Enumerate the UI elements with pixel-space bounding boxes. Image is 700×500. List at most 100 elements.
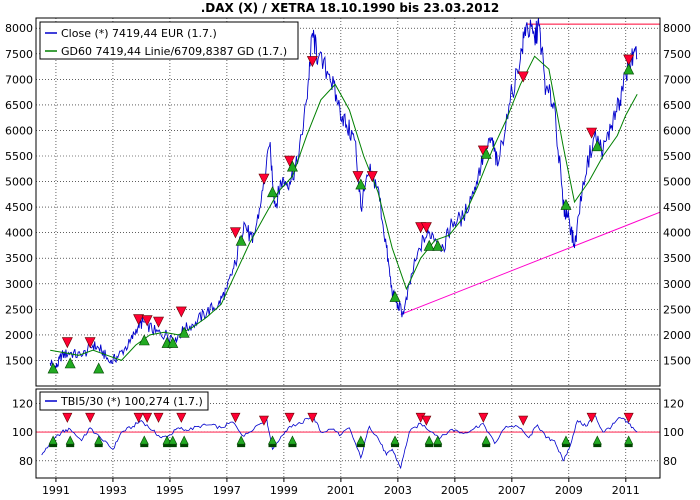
buy-signal-marker	[623, 63, 635, 75]
legend-label-close: Close (*) 7419,44 EUR (1.7.)	[61, 27, 217, 40]
main-legend-box	[39, 21, 299, 60]
indicator-sell-marker	[176, 412, 187, 423]
indicator-sell-marker	[307, 412, 318, 423]
indicator-buy-marker-base	[593, 444, 602, 448]
main-y-tick-label-right: 8000	[663, 22, 691, 35]
x-tick-label: 2005	[441, 484, 469, 497]
main-y-tick-label-left: 2500	[5, 303, 33, 316]
x-axis: 1991 1993 1995 1997 1999 2001 2003 2005 2007 2009…	[42, 478, 640, 497]
sell-signal-marker	[229, 227, 241, 239]
indicator-buy-marker-base	[561, 444, 570, 448]
indicator-buy-marker-base	[288, 444, 297, 448]
main-legend: Close (*) 7419,44 EUR (1.7.) GD60 7419,4…	[39, 21, 299, 60]
indicator-y-tick-label-right: 100	[663, 426, 684, 439]
indicator-y-tick-label-right: 120	[663, 397, 684, 410]
x-tick-label: 1997	[213, 484, 241, 497]
main-y-tick-label-left: 5000	[5, 176, 33, 189]
sell-signal-marker	[153, 316, 165, 328]
main-panel-frame	[35, 17, 661, 387]
buy-signal-marker	[591, 140, 603, 152]
indicator-y-tick-label-right: 80	[663, 455, 677, 468]
indicator-sell-marker	[258, 415, 269, 426]
main-y-tick-label-left: 4500	[5, 201, 33, 214]
indicator-buy-marker-base	[237, 444, 246, 448]
indicator-buy-marker-base	[624, 444, 633, 448]
indicator-buy-marker-base	[433, 444, 442, 448]
x-tick-label: 2003	[384, 484, 412, 497]
indicator-sell-marker	[284, 412, 295, 423]
sell-signal-marker	[175, 306, 187, 318]
indicator-buy-marker-base	[268, 444, 277, 448]
x-tick-label: 1993	[99, 484, 127, 497]
sell-signal-marker	[141, 315, 153, 327]
main-panel-axes: 1500 1500 2000 2000 2500 2500 3000 3000 3500 3500…	[5, 22, 691, 367]
buy-signal-marker	[47, 362, 59, 374]
indicator-sell-marker	[623, 412, 634, 423]
buy-signal-marker	[267, 186, 278, 198]
main-y-tick-label-left: 3500	[5, 252, 33, 265]
main-y-tick-label-left: 5500	[5, 150, 33, 163]
sell-signal-marker	[61, 337, 73, 349]
sell-signal-marker	[84, 337, 96, 349]
main-panel-plot	[47, 18, 661, 374]
buy-signal-marker	[389, 290, 401, 302]
indicator-sell-marker	[478, 412, 489, 423]
main-y-tick-label-right: 7500	[663, 48, 691, 61]
main-panel-grid	[36, 18, 660, 386]
sell-signal-marker	[133, 314, 145, 326]
main-y-tick-label-left: 1500	[5, 354, 33, 367]
close-price-line	[49, 18, 638, 372]
sell-signal-marker	[586, 127, 598, 139]
indicator-sell-marker	[586, 412, 597, 423]
main-y-tick-label-right: 6000	[663, 124, 691, 137]
x-tick-label: 2001	[327, 484, 355, 497]
main-y-tick-label-right: 3000	[663, 278, 691, 291]
sell-signal-marker	[258, 173, 270, 185]
sell-signal-marker	[420, 222, 432, 234]
indicator-buy-marker-base	[49, 444, 58, 448]
main-y-tick-label-right: 5500	[663, 150, 691, 163]
buy-signal-marker	[167, 336, 179, 348]
sell-signal-marker	[284, 155, 296, 167]
main-y-tick-label-right: 6500	[663, 99, 691, 112]
x-tick-label: 2009	[555, 484, 583, 497]
sell-signal-marker	[366, 171, 378, 183]
x-tick-label: 1999	[270, 484, 298, 497]
main-y-tick-label-right: 5000	[663, 176, 691, 189]
indicator-buy-marker-base	[482, 444, 491, 448]
indicator-sell-marker	[230, 412, 241, 423]
main-y-tick-label-left: 6000	[5, 124, 33, 137]
main-y-tick-label-left: 6500	[5, 99, 33, 112]
gd60-moving-average-line	[50, 55, 638, 361]
main-y-tick-label-right: 2000	[663, 329, 691, 342]
indicator-buy-marker-base	[94, 444, 103, 448]
main-y-tick-label-right: 4000	[663, 227, 691, 240]
main-y-tick-label-left: 2000	[5, 329, 33, 342]
buy-signal-marker	[355, 178, 367, 190]
tbi-indicator-line	[41, 414, 638, 470]
indicator-buy-marker-base	[356, 444, 365, 448]
main-y-tick-label-left: 7500	[5, 48, 33, 61]
buy-signal-marker	[138, 334, 150, 346]
main-y-tick-label-left: 8000	[5, 22, 33, 35]
indicator-legend: TBI5/30 (*) 100,274 (1.7.)	[39, 391, 209, 411]
main-y-tick-label-right: 3500	[663, 252, 691, 265]
main-y-tick-label-left: 4000	[5, 227, 33, 240]
x-tick-label: 1991	[42, 484, 70, 497]
chart-title: .DAX (X) / XETRA 18.10.1990 bis 23.03.20…	[201, 1, 500, 15]
indicator-y-tick-label-left: 120	[12, 397, 33, 410]
indicator-sell-marker	[85, 412, 96, 423]
main-y-tick-label-right: 2500	[663, 303, 691, 316]
main-y-tick-label-left: 7000	[5, 73, 33, 86]
sell-signal-marker	[306, 56, 318, 68]
main-y-tick-label-right: 7000	[663, 73, 691, 86]
x-tick-label: 2011	[612, 484, 640, 497]
legend-label-tbi: TBI5/30 (*) 100,274 (1.7.)	[60, 395, 203, 408]
indicator-buy-marker-base	[168, 444, 177, 448]
indicator-buy-marker-base	[180, 444, 189, 448]
main-y-tick-label-right: 4500	[663, 201, 691, 214]
indicator-sell-marker	[153, 412, 164, 423]
buy-signal-marker	[560, 198, 572, 210]
